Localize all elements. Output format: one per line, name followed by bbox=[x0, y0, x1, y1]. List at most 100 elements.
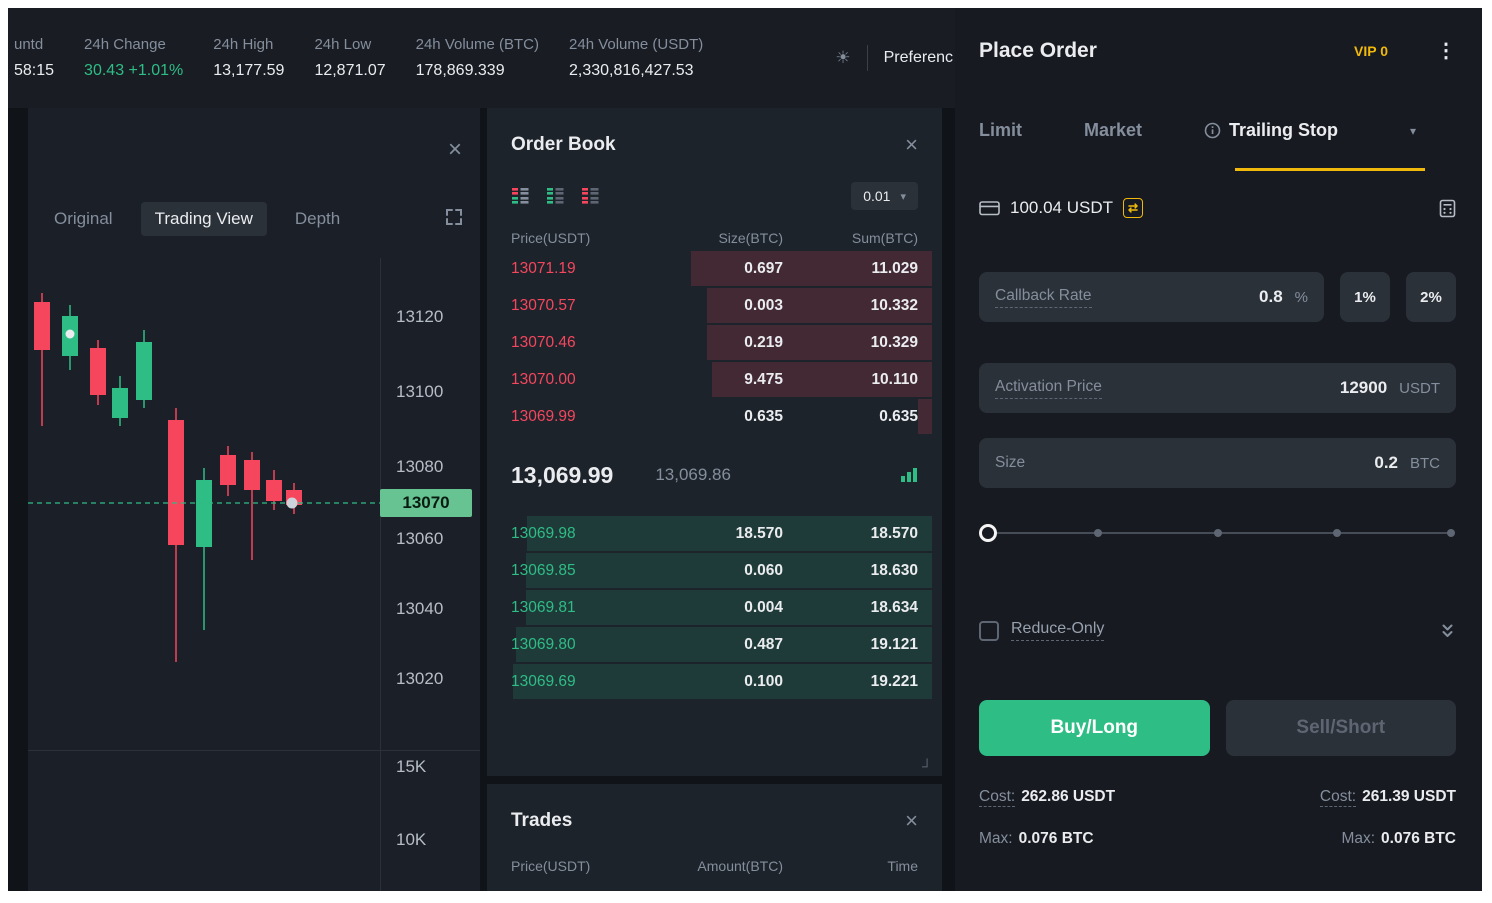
size-slider[interactable] bbox=[979, 523, 1456, 543]
orderbook-bid-row[interactable]: 13069.80 0.487 19.121 bbox=[487, 626, 942, 663]
callback-rate-row: Callback Rate 0.8 % 1% 2% bbox=[979, 272, 1456, 322]
size-field[interactable]: Size 0.2 BTC bbox=[979, 438, 1456, 488]
slider-handle[interactable] bbox=[979, 524, 997, 542]
price-cell: 13071.19 bbox=[511, 259, 576, 277]
sum-cell: 18.630 bbox=[870, 561, 918, 579]
buy-cost-label: Cost: bbox=[979, 788, 1016, 807]
slider-step-75[interactable] bbox=[1332, 529, 1341, 537]
close-icon[interactable]: × bbox=[905, 808, 918, 833]
tab-limit[interactable]: Limit bbox=[979, 120, 1022, 140]
depth-chart-icon[interactable] bbox=[900, 467, 918, 483]
reduce-only-checkbox[interactable] bbox=[979, 620, 999, 641]
view-both-icon[interactable] bbox=[511, 187, 530, 205]
orderbook-ask-row[interactable]: 13070.46 0.219 10.329 bbox=[487, 324, 942, 361]
view-asks-icon[interactable] bbox=[581, 187, 600, 205]
chart-tab-original[interactable]: Original bbox=[54, 209, 113, 228]
active-tab-underline bbox=[1235, 168, 1425, 171]
stat-label: 24h Low bbox=[314, 36, 372, 53]
balance-row: 100.04 USDT ⇄ bbox=[979, 198, 1456, 218]
chart-tab-depth[interactable]: Depth bbox=[294, 209, 341, 228]
orderbook-ask-row[interactable]: 13070.00 9.475 10.110 bbox=[487, 361, 942, 398]
preferences-button[interactable]: Preferenc bbox=[883, 49, 953, 66]
orderbook-ask-row[interactable]: 13071.19 0.697 11.029 bbox=[487, 250, 942, 287]
topbar-stat: 24h High 13,177.59 bbox=[213, 36, 284, 80]
price-cell: 13070.57 bbox=[511, 296, 576, 314]
depth-bar bbox=[707, 325, 932, 360]
orderbook-bid-row[interactable]: 13069.81 0.004 18.634 bbox=[487, 589, 942, 626]
callback-rate-input[interactable]: 0.8 bbox=[1259, 287, 1283, 306]
divider bbox=[866, 45, 868, 71]
callback-preset-1-button[interactable]: 1% bbox=[1340, 272, 1390, 322]
transfer-icon[interactable]: ⇄ bbox=[1123, 198, 1143, 218]
available-balance: 100.04 USDT bbox=[1010, 198, 1113, 217]
order-book-header: Order Book × bbox=[487, 108, 942, 156]
order-type-tabs: Limit Market Trailing Stop ▾ bbox=[979, 120, 1456, 141]
orderbook-bid-row[interactable]: 13069.85 0.060 18.630 bbox=[487, 552, 942, 589]
depth-bar bbox=[527, 516, 932, 551]
slider-step-50[interactable] bbox=[1213, 529, 1222, 537]
candles-svg[interactable] bbox=[28, 258, 380, 891]
sell-cost-label: Cost: bbox=[1319, 788, 1357, 807]
close-icon[interactable]: × bbox=[447, 136, 462, 163]
reduce-only-label[interactable]: Reduce-Only bbox=[1011, 620, 1105, 641]
axis-label: 15K bbox=[396, 757, 427, 776]
size-cell: 0.487 bbox=[744, 635, 783, 653]
orderbook-bid-row[interactable]: 13069.98 18.570 18.570 bbox=[487, 515, 942, 552]
callback-rate-field[interactable]: Callback Rate 0.8 % bbox=[979, 272, 1324, 322]
info-icon bbox=[1204, 122, 1221, 139]
depth-bar bbox=[525, 590, 932, 625]
asks: 13071.19 0.697 11.029 13070.57 0.003 10.332 13… bbox=[487, 250, 942, 435]
col-price: Price(USDT) bbox=[511, 230, 591, 246]
price-cell: 13070.00 bbox=[511, 370, 576, 388]
brightness-icon[interactable]: ☀ bbox=[835, 48, 851, 67]
tab-trailing-stop-label: Trailing Stop bbox=[1229, 120, 1339, 140]
callback-preset-2-button[interactable]: 2% bbox=[1406, 272, 1456, 322]
calculator-icon[interactable] bbox=[1439, 199, 1456, 218]
order-marker-dot bbox=[65, 329, 75, 339]
size-cell: 0.003 bbox=[744, 296, 783, 314]
vip-badge[interactable]: VIP 0 bbox=[1354, 42, 1388, 59]
price-cell: 13069.69 bbox=[511, 672, 576, 690]
size-unit: BTC bbox=[1410, 454, 1440, 472]
sell-short-button[interactable]: Sell/Short bbox=[1225, 700, 1456, 756]
more-menu-icon[interactable]: ⋮ bbox=[1436, 40, 1456, 62]
orderbook-ask-row[interactable]: 13070.57 0.003 10.332 bbox=[487, 287, 942, 324]
price-axis-line bbox=[380, 258, 381, 891]
collapse-double-chevron-icon[interactable] bbox=[1439, 622, 1456, 640]
resize-handle-icon[interactable]: ┘ bbox=[922, 758, 932, 774]
close-icon[interactable]: × bbox=[905, 132, 918, 157]
depth-bar bbox=[515, 627, 932, 662]
topbar-stat: 24h Low 12,871.07 bbox=[314, 36, 385, 80]
sell-max-value: 0.076 BTC bbox=[1381, 830, 1456, 847]
tab-trailing-stop[interactable]: Trailing Stop bbox=[1204, 120, 1338, 141]
chart-tab-trading-view[interactable]: Trading View bbox=[140, 202, 267, 236]
slider-step-100[interactable] bbox=[1447, 529, 1456, 537]
activation-price-field[interactable]: Activation Price 12900 USDT bbox=[979, 363, 1456, 413]
fullscreen-icon[interactable] bbox=[444, 207, 464, 232]
axis-label: 13080 bbox=[396, 457, 444, 476]
activation-price-label: Activation Price bbox=[995, 378, 1102, 399]
tick-size-dropdown[interactable]: 0.01 ▾ bbox=[851, 182, 918, 210]
tab-market[interactable]: Market bbox=[1084, 120, 1143, 140]
activation-price-input[interactable]: 12900 bbox=[1339, 378, 1388, 397]
size-input[interactable]: 0.2 bbox=[1374, 453, 1398, 472]
sell-cost: Cost: 261.39 USDT bbox=[1319, 788, 1456, 807]
size-cell: 9.475 bbox=[744, 370, 783, 388]
col-sum: Sum(BTC) bbox=[851, 230, 918, 246]
chevron-down-icon: ▾ bbox=[900, 190, 906, 203]
topbar-stat: 24h Volume (USDT) 2,330,816,427.53 bbox=[569, 36, 703, 80]
stat-label: 24h Volume (BTC) bbox=[415, 36, 540, 53]
chevron-down-icon[interactable]: ▾ bbox=[1410, 123, 1417, 138]
view-bids-icon[interactable] bbox=[546, 187, 565, 205]
market-stats-bar: untd 58:15 24h Change 30.43 +1.01% 24h High 1… bbox=[8, 8, 955, 108]
orderbook-ask-row[interactable]: 13069.99 0.635 0.635 bbox=[487, 398, 942, 435]
buy-long-button[interactable]: Buy/Long bbox=[979, 700, 1210, 756]
mark-price: 13,069.86 bbox=[655, 465, 731, 484]
mid-price-row: 13,069.99 13,069.86 bbox=[487, 435, 942, 515]
bids: 13069.98 18.570 18.570 13069.85 0.060 18.630 1… bbox=[487, 515, 942, 700]
slider-step-25[interactable] bbox=[1094, 529, 1103, 537]
stat-label: 24h Change bbox=[84, 36, 166, 53]
activation-price-unit: USDT bbox=[1399, 379, 1440, 397]
orderbook-bid-row[interactable]: 13069.69 0.100 19.221 bbox=[487, 663, 942, 700]
